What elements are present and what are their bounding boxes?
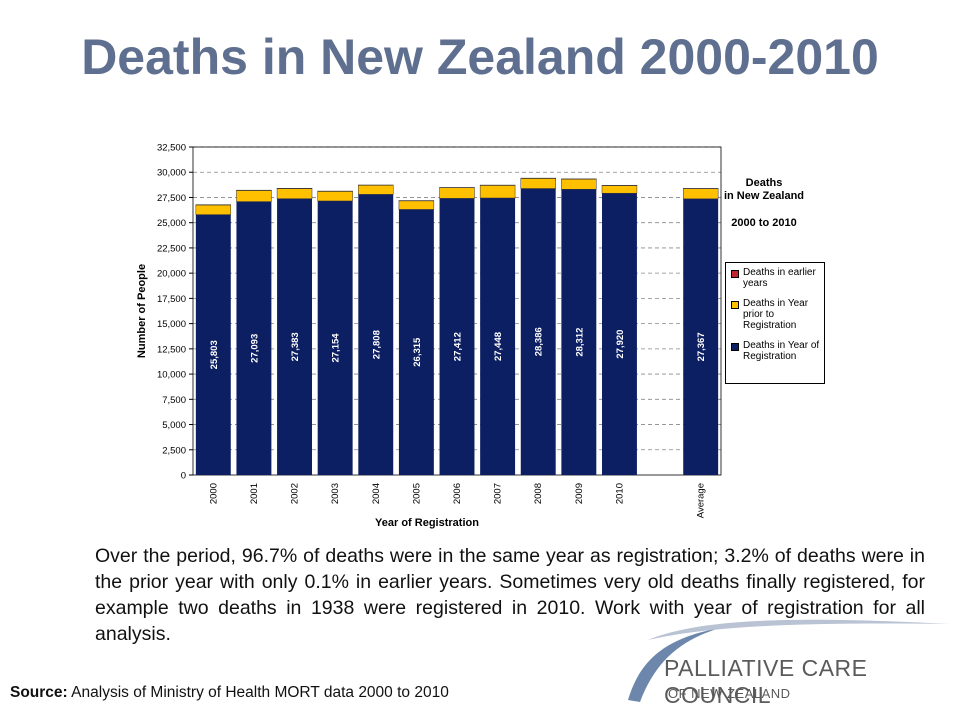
- y-tick-label: 5,000: [162, 420, 186, 431]
- y-tick-label: 12,500: [157, 344, 186, 355]
- x-tick-label: 2001: [249, 483, 260, 504]
- bar-segment: [398, 209, 434, 475]
- x-tick-label: 2005: [411, 483, 422, 504]
- y-tick-label: 0: [181, 471, 186, 482]
- bar-segment: [398, 200, 435, 210]
- data-label: 26,315: [412, 337, 423, 367]
- legend-item: Deaths in earlier years: [729, 267, 821, 289]
- legend-label: Deaths in Year of Registration: [743, 340, 820, 362]
- y-tick-label: 15,000: [157, 319, 186, 330]
- legend-item: Deaths in Year prior to Registration: [729, 298, 821, 331]
- y-tick-label: 20,000: [157, 269, 186, 280]
- bar-segment: [683, 198, 719, 475]
- data-label: 28,312: [574, 328, 585, 357]
- legend: Deaths in earlier years Deaths in Year pr…: [725, 262, 825, 384]
- bar-segment: [561, 178, 597, 190]
- legend-item: Deaths in Year of Registration: [729, 340, 821, 362]
- x-tick-label: 2007: [493, 483, 504, 504]
- legend-label: Deaths in Year prior to Registration: [743, 298, 809, 331]
- x-tick-label: 2000: [208, 483, 219, 504]
- logo-swoosh: [648, 619, 950, 640]
- bar-segment: [195, 204, 232, 215]
- x-tick-label: 2009: [574, 483, 585, 504]
- source: Source: Analysis of Ministry of Health M…: [10, 684, 449, 702]
- x-axis-label: Year of Registration: [375, 517, 479, 529]
- x-tick-label: 2002: [290, 483, 301, 504]
- bar-segment: [561, 189, 597, 475]
- annotation-subtitle: 2000 to 2010: [731, 217, 796, 229]
- data-label: 28,386: [534, 327, 545, 356]
- y-axis-label: Number of People: [136, 264, 148, 358]
- logo-subname: OF NEW ZEALAND: [668, 686, 791, 701]
- x-tick-label: 2006: [452, 483, 463, 504]
- bar-segment: [195, 214, 231, 475]
- bar-segment: [601, 193, 637, 475]
- bar-segment: [358, 194, 394, 476]
- y-tick-label: 10,000: [157, 370, 186, 381]
- bar-segment: [317, 200, 353, 475]
- x-tick-label: Average: [696, 483, 707, 518]
- bar-segment: [277, 198, 313, 475]
- data-label: 27,412: [453, 332, 464, 361]
- x-tick-label: 2003: [330, 483, 341, 504]
- data-label: 27,920: [615, 330, 626, 359]
- x-tick-label: 2008: [533, 483, 544, 504]
- bar-segment: [480, 197, 516, 476]
- y-tick-label: 17,500: [157, 294, 186, 305]
- source-text: Analysis of Ministry of Health MORT data…: [71, 684, 449, 701]
- bar-segment: [439, 198, 475, 475]
- x-tick-label: 2010: [614, 483, 625, 504]
- bar-segment: [682, 188, 719, 200]
- x-tick-label: 2004: [371, 483, 382, 504]
- bar-segment: [236, 201, 272, 476]
- data-label: 27,383: [290, 332, 301, 361]
- bar-segment: [276, 188, 313, 199]
- legend-label: Deaths in earlier years: [743, 267, 816, 289]
- bar-segment: [317, 191, 353, 202]
- logo-swoosh: [628, 628, 720, 702]
- y-tick-label: 25,000: [157, 218, 186, 229]
- y-tick-label: 2,500: [162, 445, 186, 456]
- y-tick-label: 22,500: [157, 243, 186, 254]
- y-tick-label: 32,500: [157, 143, 186, 154]
- annotation-title: Deaths in New Zealand: [724, 177, 804, 202]
- data-label: 27,367: [696, 332, 707, 361]
- body-text: Over the period, 96.7% of deaths were in…: [95, 545, 925, 645]
- bar-segment: [439, 187, 475, 199]
- slide-title: Deaths in New Zealand 2000-2010: [81, 29, 879, 85]
- y-tick-label: 7,500: [162, 395, 186, 406]
- bar-segment: [520, 178, 556, 189]
- bar-segment: [236, 190, 272, 202]
- bar-segment: [520, 188, 556, 475]
- data-label: 27,154: [331, 333, 342, 363]
- data-label: 27,448: [493, 332, 504, 361]
- legend-swatch: [731, 343, 739, 351]
- legend-swatch: [731, 270, 739, 278]
- y-tick-label: 27,500: [157, 193, 186, 204]
- source-label: Source:: [10, 684, 68, 701]
- bar-segment: [601, 185, 638, 194]
- bar-segment: [479, 185, 516, 199]
- bar-segment: [358, 185, 394, 195]
- y-tick-label: 30,000: [157, 168, 186, 179]
- logo-name: PALLIATIVE CARE COUNCIL: [664, 655, 868, 708]
- data-label: 25,803: [209, 340, 220, 369]
- data-label: 27,808: [371, 330, 382, 359]
- legend-swatch: [731, 301, 739, 309]
- data-label: 27,093: [249, 334, 260, 363]
